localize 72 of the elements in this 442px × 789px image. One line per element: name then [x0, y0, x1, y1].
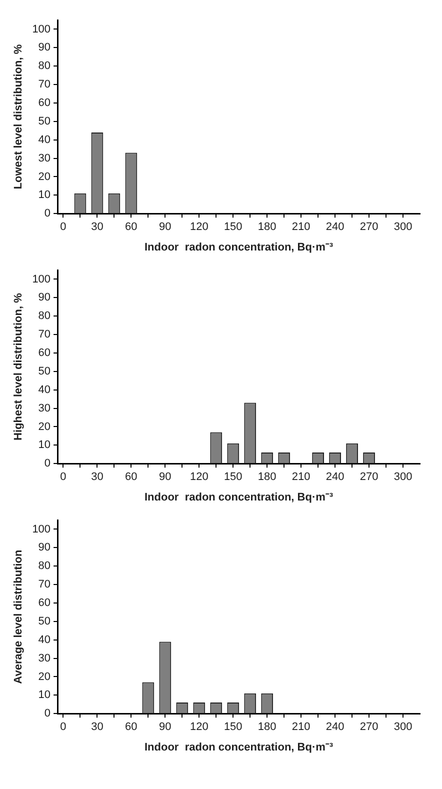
y-tick-label: 0	[44, 458, 51, 470]
x-tick-label: 300	[394, 721, 412, 734]
y-tick-label: 80	[38, 60, 51, 72]
x-tick-label: 90	[159, 471, 172, 484]
x-tick-label: 0	[60, 221, 66, 234]
x-tick-label: 180	[258, 721, 276, 734]
x-axis-title: Indoor radon concentration, Bq·m⁻³	[144, 241, 334, 254]
x-tick-label: 30	[91, 721, 104, 734]
y-tick-label: 40	[38, 134, 51, 146]
x-tick-label: 120	[190, 221, 208, 234]
y-tick-label: 10	[38, 189, 51, 202]
x-tick-label: 60	[125, 721, 138, 734]
y-tick-label: 90	[38, 42, 51, 54]
y-tick-label: 90	[38, 542, 51, 554]
x-tick-label: 270	[360, 471, 378, 484]
x-tick-label: 150	[224, 471, 242, 484]
x-tick-label: 180	[258, 471, 276, 484]
x-tick-label: 120	[190, 471, 208, 484]
y-tick-label: 80	[38, 310, 51, 322]
y-axis-title: Average level distribution	[12, 549, 25, 684]
y-tick-label: 10	[38, 439, 51, 452]
x-tick-label: 60	[125, 471, 138, 484]
x-axis-title: Indoor radon concentration, Bq·m⁻³	[144, 491, 334, 504]
x-tick-label: 150	[224, 221, 242, 234]
y-tick-label: 20	[38, 420, 51, 433]
x-tick-label: 240	[326, 471, 344, 484]
y-tick-label: 20	[38, 170, 51, 183]
y-tick-label: 50	[38, 615, 51, 628]
y-tick-label: 40	[38, 384, 51, 396]
y-tick-label: 60	[38, 597, 51, 610]
y-tick-label: 50	[38, 115, 51, 128]
y-tick-label: 70	[38, 578, 51, 591]
y-tick-label: 90	[38, 292, 51, 304]
y-tick-label: 0	[44, 208, 51, 220]
y-tick-label: 10	[38, 689, 51, 702]
x-tick-label: 270	[360, 221, 378, 234]
y-tick-label: 40	[38, 634, 51, 646]
y-tick-label: 70	[38, 78, 51, 91]
y-tick-label: 30	[38, 152, 51, 164]
x-tick-label: 210	[292, 221, 310, 234]
y-tick-label: 0	[44, 708, 51, 720]
x-tick-label: 240	[326, 221, 344, 234]
y-tick-label: 20	[38, 670, 51, 683]
y-tick-label: 50	[38, 365, 51, 378]
x-tick-label: 210	[292, 721, 310, 734]
y-tick-label: 100	[32, 273, 51, 286]
x-tick-label: 240	[326, 721, 344, 734]
y-tick-label: 60	[38, 347, 51, 360]
y-tick-label: 100	[32, 523, 51, 536]
x-tick-label: 30	[91, 221, 104, 234]
x-tick-label: 180	[258, 221, 276, 234]
x-tick-label: 90	[159, 721, 172, 734]
y-tick-label: 60	[38, 97, 51, 110]
x-tick-label: 90	[159, 221, 172, 234]
x-tick-label: 150	[224, 721, 242, 734]
y-tick-label: 30	[38, 402, 51, 414]
x-tick-label: 0	[60, 471, 66, 484]
y-axis-title: Lowest level distribution, %	[12, 44, 25, 190]
y-axis-title: Highest level distribution, %	[12, 292, 25, 440]
y-tick-label: 80	[38, 560, 51, 572]
x-tick-label: 60	[125, 221, 138, 234]
x-tick-label: 300	[394, 471, 412, 484]
x-tick-label: 300	[394, 221, 412, 234]
x-tick-label: 120	[190, 721, 208, 734]
y-tick-label: 100	[32, 23, 51, 36]
y-tick-label: 30	[38, 652, 51, 664]
x-tick-label: 210	[292, 471, 310, 484]
x-tick-label: 270	[360, 721, 378, 734]
y-tick-label: 70	[38, 328, 51, 341]
x-tick-label: 0	[60, 721, 66, 734]
x-tick-label: 30	[91, 471, 104, 484]
x-axis-title: Indoor radon concentration, Bq·m⁻³	[144, 741, 334, 754]
